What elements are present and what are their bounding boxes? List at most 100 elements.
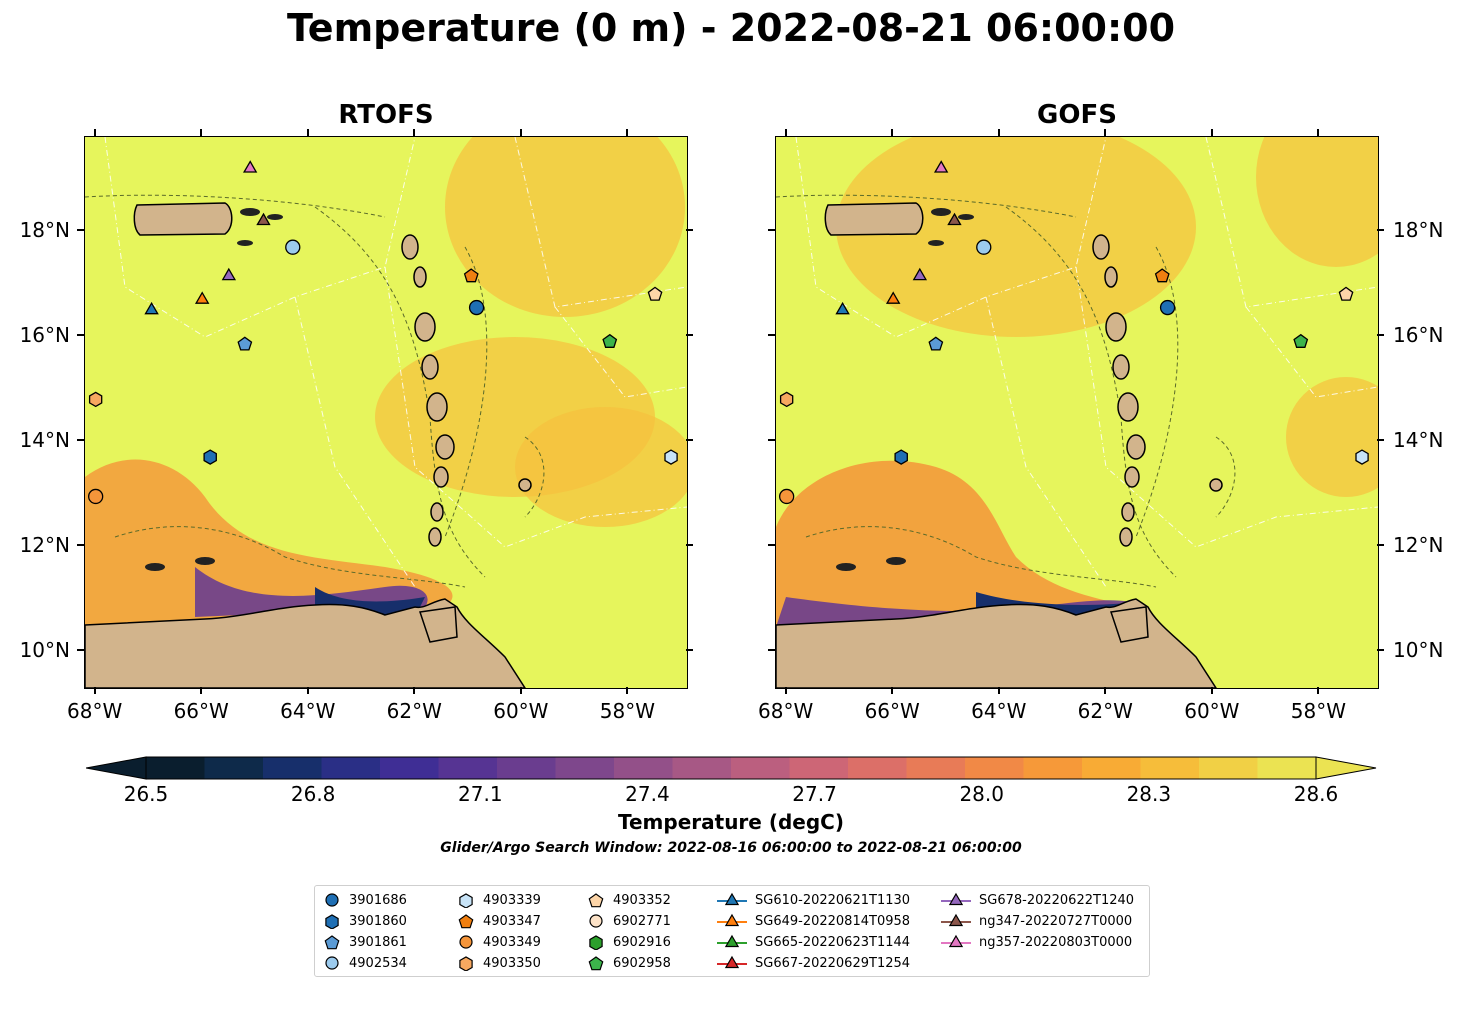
station-SG649-20220814T0958[interactable] — [194, 291, 210, 304]
station-4902534[interactable] — [285, 239, 301, 255]
map-panel-rtofs[interactable] — [84, 136, 688, 689]
y-tick-mark — [768, 334, 775, 337]
land-island — [1124, 466, 1140, 488]
station-4903349[interactable] — [779, 488, 795, 505]
y-tick-label: 14°N — [19, 428, 70, 453]
legend-item: 4903350 — [457, 955, 541, 971]
pentagon-marker-icon — [458, 914, 474, 929]
colorbar-extend-high — [1315, 756, 1377, 780]
y-tick-label: 16°N — [19, 323, 70, 348]
triangle-marker-icon — [941, 934, 971, 948]
station-3901860[interactable] — [894, 449, 908, 465]
y-tick-mark — [77, 544, 84, 547]
legend-item: 6902916 — [587, 934, 671, 950]
x-tick-mark — [891, 129, 894, 136]
land-island — [430, 502, 444, 522]
y-tick-mark — [1377, 439, 1384, 442]
eez-boundary — [985, 296, 1107, 588]
pentagon-marker-icon — [588, 956, 604, 971]
bathymetry-contour — [114, 526, 466, 588]
station-4903350[interactable] — [88, 391, 103, 408]
colorbar-segment — [380, 757, 439, 779]
station-6902958[interactable] — [602, 333, 618, 348]
x-tick-mark — [784, 687, 787, 694]
station-3901686[interactable] — [468, 299, 485, 316]
station-4903347[interactable] — [1154, 268, 1170, 283]
station-SG649-20220814T0958[interactable] — [885, 291, 901, 304]
panel-title-rtofs: RTOFS — [338, 100, 434, 130]
y-tick-mark — [77, 229, 84, 232]
x-tick-label: 64°W — [971, 699, 1027, 723]
station-SG610-20220621T1130[interactable] — [144, 301, 159, 315]
legend-label: 4903352 — [613, 892, 671, 908]
land-islet — [836, 563, 856, 571]
warm-plume — [85, 459, 453, 627]
station-SG678-20220622T1240[interactable] — [221, 267, 237, 281]
station-6902958[interactable] — [1293, 333, 1309, 348]
colorbar-segment — [965, 757, 1024, 779]
pentagon-marker-icon — [324, 935, 340, 950]
legend-item: SG649-20220814T0958 — [717, 913, 910, 929]
map-panel-gofs[interactable] — [775, 136, 1379, 689]
land-island — [421, 354, 439, 380]
legend-item: ng347-20220727T0000 — [941, 913, 1132, 929]
circle-marker-icon — [589, 914, 603, 928]
colorbar-segment — [906, 757, 966, 779]
colorbar-segment — [1140, 757, 1200, 779]
y-tick-label: 18°N — [19, 218, 70, 243]
land-island — [1119, 527, 1133, 547]
station-3901861[interactable] — [237, 336, 253, 351]
station-ng347-20220727T0000[interactable] — [256, 212, 271, 226]
station-4903352[interactable] — [1338, 286, 1354, 301]
colorbar-tick-label: 28.6 — [1293, 782, 1339, 806]
land-island — [433, 466, 449, 488]
legend-item: SG610-20220621T1130 — [717, 892, 910, 908]
station-ng357-20220803T0000[interactable] — [242, 160, 258, 173]
x-tick-mark — [1317, 687, 1320, 694]
land-islet — [958, 214, 974, 220]
y-tick-mark — [686, 649, 693, 652]
legend-label: 3901686 — [349, 892, 407, 908]
station-3901860[interactable] — [203, 449, 217, 465]
x-tick-label: 68°W — [67, 699, 123, 723]
y-tick-mark — [77, 439, 84, 442]
legend-item: ng357-20220803T0000 — [941, 934, 1132, 950]
legend-item: SG667-20220629T1254 — [717, 955, 910, 971]
y-tick-label: 10°N — [1393, 638, 1444, 663]
land-island — [435, 434, 455, 460]
land-island — [1112, 354, 1130, 380]
station-4903350[interactable] — [779, 391, 794, 408]
station-ng347-20220727T0000[interactable] — [947, 212, 962, 226]
x-tick-mark — [626, 687, 629, 694]
station-4903347[interactable] — [463, 268, 479, 283]
station-4903339[interactable] — [664, 449, 678, 465]
x-tick-mark — [1104, 129, 1107, 136]
map-canvas-gofs — [776, 137, 1378, 688]
station-3901861[interactable] — [928, 336, 944, 351]
colorbar-segment — [497, 757, 556, 779]
y-tick-label: 12°N — [19, 533, 70, 558]
station-3901686[interactable] — [1159, 299, 1176, 316]
land-island — [1104, 266, 1118, 288]
station-ng357-20220803T0000[interactable] — [933, 160, 949, 173]
station-4903352[interactable] — [647, 286, 663, 301]
x-tick-mark — [1210, 687, 1213, 694]
station-SG610-20220621T1130[interactable] — [835, 301, 850, 315]
land-island — [518, 478, 532, 492]
station-SG678-20220622T1240[interactable] — [912, 267, 928, 281]
x-tick-mark — [519, 129, 522, 136]
x-tick-label: 62°W — [386, 699, 442, 723]
legend-label: 4902534 — [349, 955, 407, 971]
legend-item: 4903352 — [587, 892, 671, 908]
eez-boundary — [795, 137, 1107, 338]
station-4902534[interactable] — [976, 239, 992, 255]
legend-label: SG665-20220623T1144 — [755, 934, 911, 950]
colorbar-extend-low — [86, 756, 147, 780]
station-4903349[interactable] — [88, 488, 104, 505]
land-trinidad — [419, 606, 458, 643]
legend-label: 4903339 — [483, 892, 541, 908]
hexagon-marker-icon — [325, 914, 339, 929]
y-tick-label: 18°N — [1393, 218, 1444, 243]
colorbar — [86, 756, 1377, 780]
station-4903339[interactable] — [1355, 449, 1369, 465]
